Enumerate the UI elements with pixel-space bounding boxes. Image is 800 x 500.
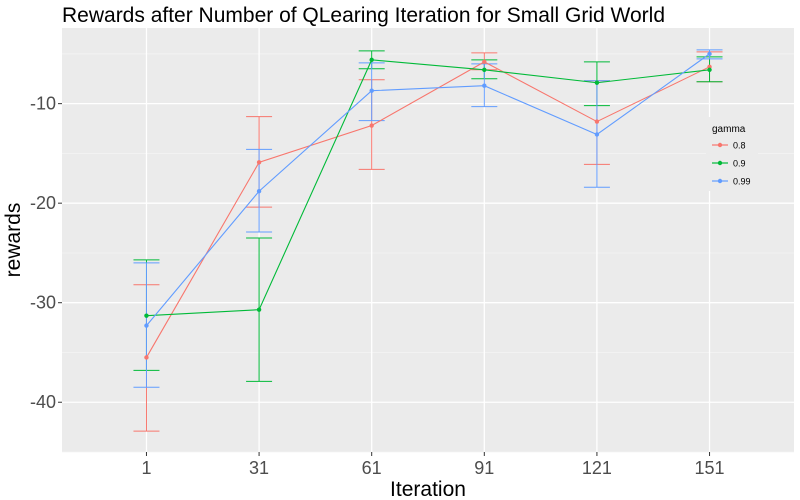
y-tick-label: -10 [30,94,56,114]
y-tick-label: -40 [30,392,56,412]
x-tick-label: 61 [362,458,382,478]
data-point-0.99 [594,132,600,137]
legend-key-point [717,142,723,148]
data-point-0.9 [144,313,149,318]
series-line-0.99 [146,53,710,326]
data-point-0.99 [707,51,712,57]
y-axis-title: rewards [2,203,25,278]
data-point-0.9 [369,57,374,63]
data-point-0.99 [482,83,487,88]
x-tick-label: 91 [474,458,494,478]
point-layer [144,51,712,360]
data-point-0.8 [256,160,262,165]
legend-label: 0.9 [733,159,746,169]
data-point-0.9 [707,67,712,73]
data-point-0.9 [256,307,262,312]
data-point-0.8 [144,355,149,360]
x-tick-label: 121 [582,458,612,478]
legend-label: 0.8 [733,141,746,151]
legend: gamma 0.8 0.9 0.99 [706,117,758,191]
legend-key-point [717,178,723,184]
line-layer [145,53,710,358]
data-point-0.99 [256,189,262,194]
data-point-0.9 [594,80,600,85]
x-tick-label: 31 [249,458,269,478]
data-point-0.9 [482,67,487,73]
x-tick-label: 151 [695,458,725,478]
legend-label: 0.99 [733,177,751,187]
legend-title: gamma [712,124,746,135]
data-point-0.8 [594,119,600,124]
chart-title: Rewards after Number of QLearing Iterati… [62,4,666,27]
y-axis-ticks: -40 -30 -20 -10 [30,94,62,412]
x-tick-label: 1 [141,458,151,478]
data-point-0.8 [369,123,374,128]
errorbar-layer [133,49,723,432]
plot-panel [62,28,794,452]
legend-background [706,117,758,191]
data-point-0.99 [369,88,374,93]
legend-key-point [717,160,723,166]
data-point-0.99 [144,323,149,328]
data-point-0.8 [482,59,487,65]
x-axis-title: Iteration [390,478,466,500]
series-line-0.9 [146,59,710,317]
series-line-0.8 [145,61,710,358]
y-tick-label: -20 [30,193,56,213]
y-tick-label: -30 [30,293,56,313]
x-axis-ticks: 1 31 61 91 121 151 [141,452,725,478]
